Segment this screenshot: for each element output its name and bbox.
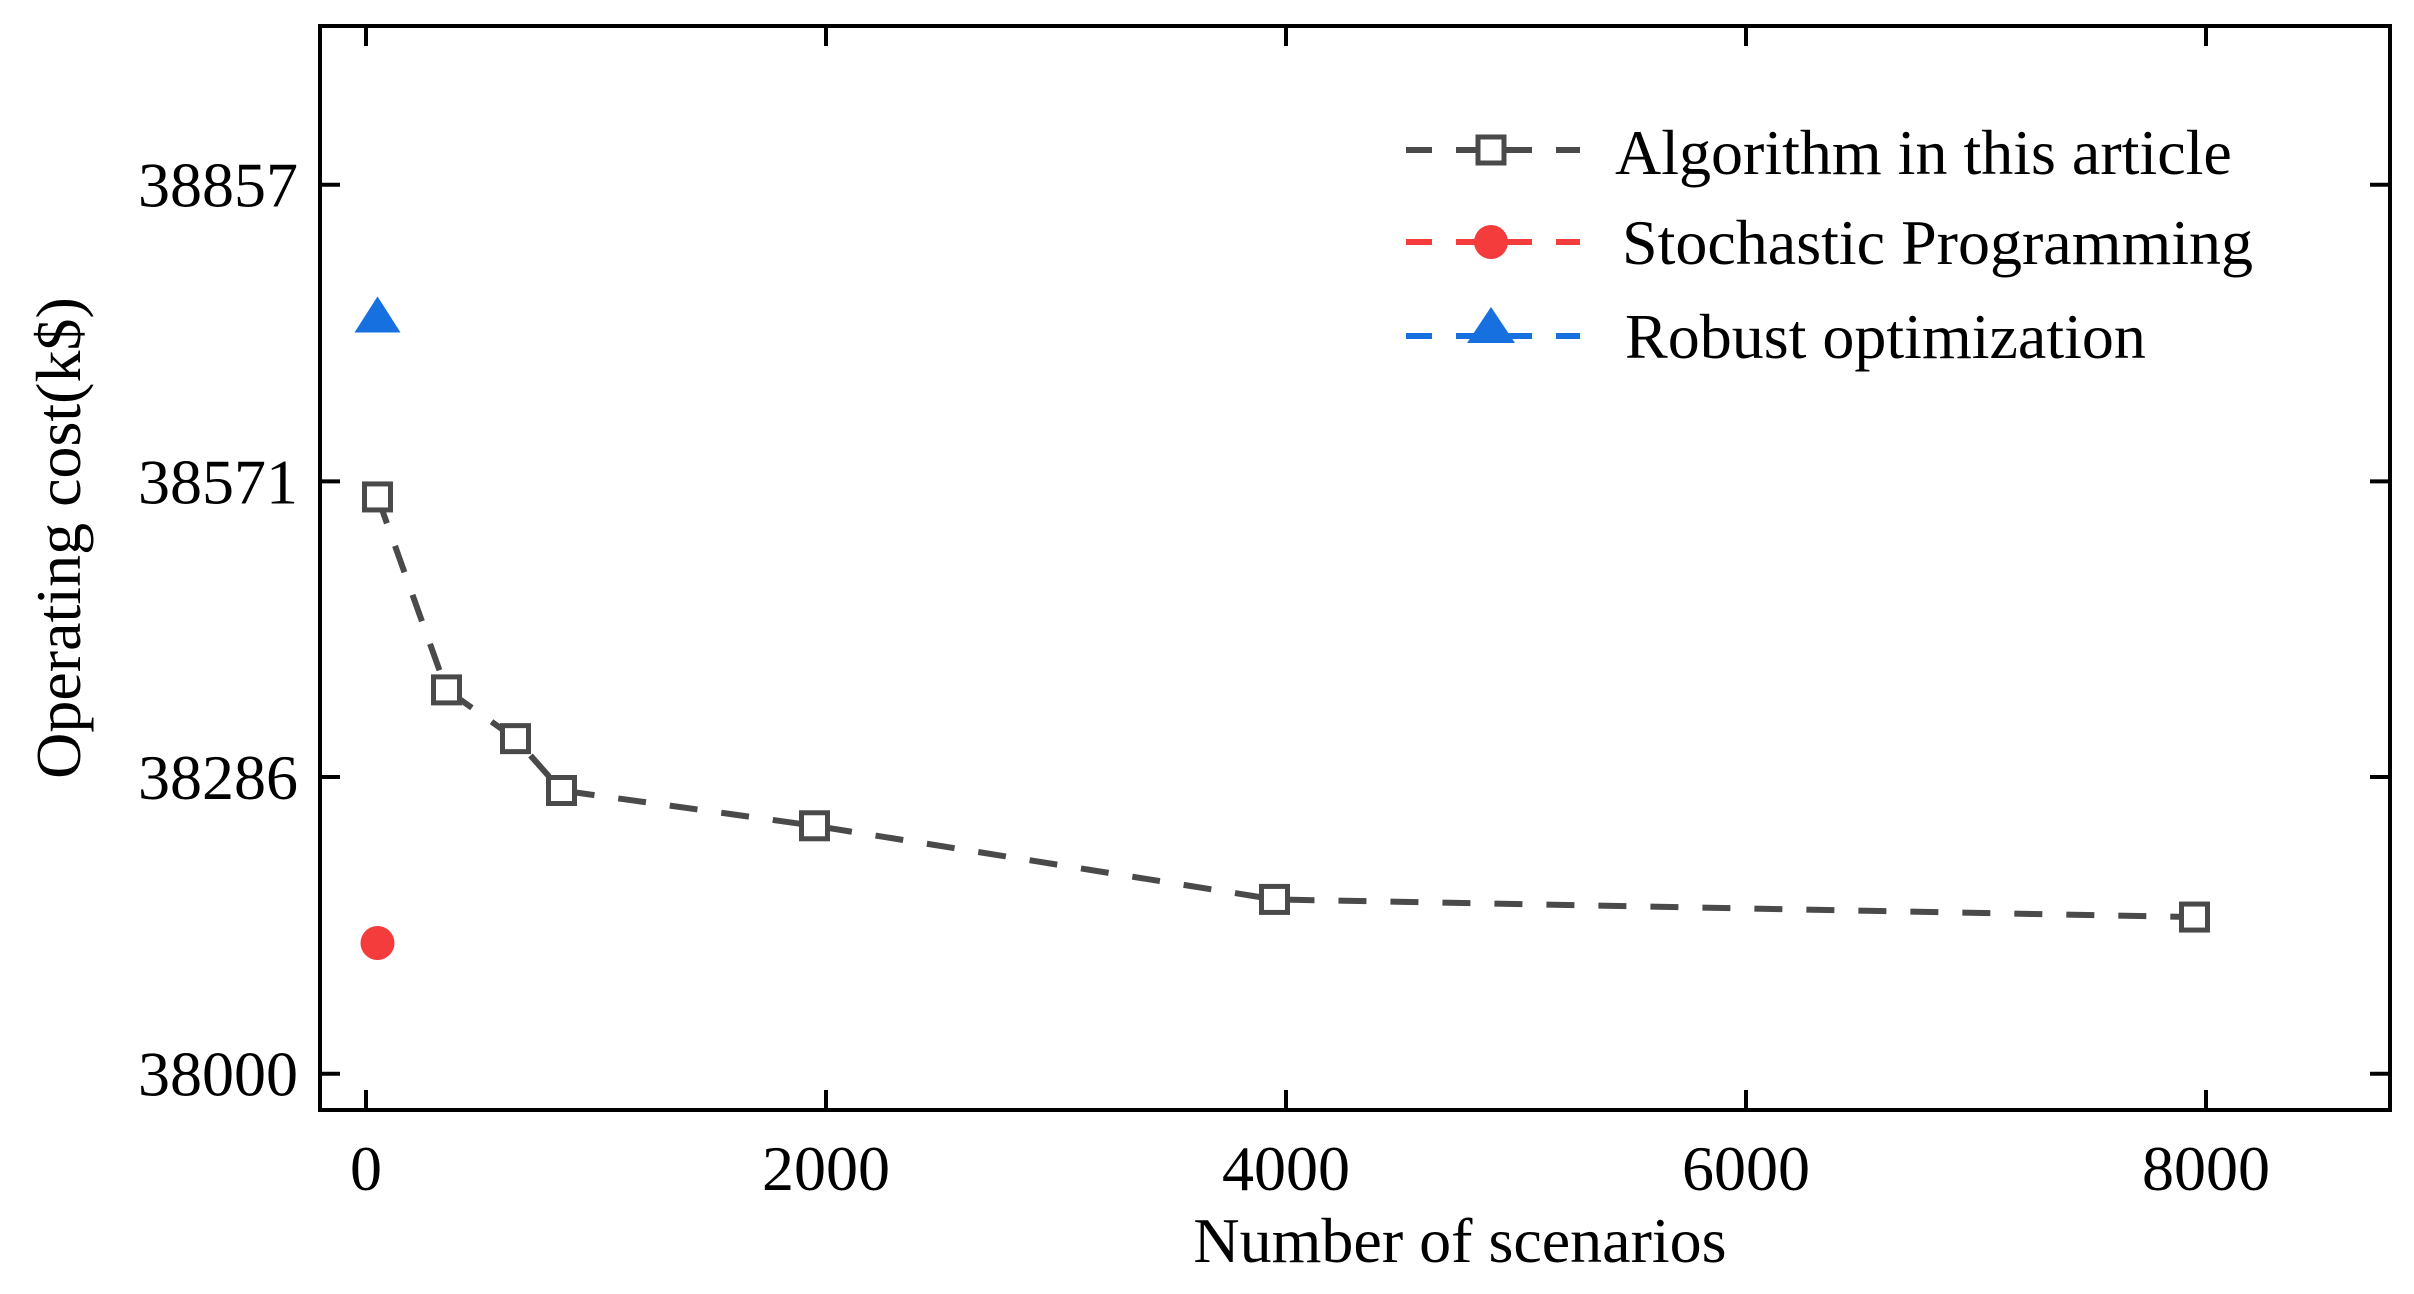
x-axis-title: Number of scenarios (1193, 1205, 1726, 1276)
data-point-triangle (354, 296, 401, 333)
y-tick-label: 38000 (138, 1039, 298, 1110)
data-point-square (362, 481, 393, 513)
data-point-square (431, 674, 462, 706)
data-point-square (799, 810, 830, 842)
y-tick-labels: 38000 38286 38571 38857 (138, 150, 298, 1110)
series-line-0 (374, 495, 2195, 921)
legend-label-stochastic: Stochastic Programming (1622, 207, 2253, 278)
y-tick-label: 38286 (138, 742, 298, 813)
y-axis-title: Operating cost(k$) (23, 297, 94, 779)
axis-ticks (320, 26, 2390, 1110)
plot-frame (318, 24, 2392, 1112)
data-point-circle (360, 925, 395, 960)
legend-entry-robust: Robust optimization (1406, 301, 2146, 372)
data-point-square (500, 723, 531, 755)
x-tick-label: 6000 (1682, 1133, 1810, 1204)
y-tick-label: 38571 (138, 446, 298, 517)
x-tick-label: 0 (350, 1133, 382, 1204)
legend-label-algorithm: Algorithm in this article (1615, 117, 2232, 188)
legend: Algorithm in this article Stochastic Pro… (1406, 117, 2253, 372)
legend-entry-stochastic: Stochastic Programming (1406, 207, 2253, 278)
legend-marker-square (1475, 134, 1507, 166)
x-tick-label: 4000 (1222, 1133, 1350, 1204)
data-point-square (1259, 883, 1290, 915)
legend-label-robust: Robust optimization (1625, 301, 2146, 372)
data-point-square (2179, 901, 2210, 933)
legend-entry-algorithm: Algorithm in this article (1406, 117, 2232, 188)
x-tick-labels: 0 2000 4000 6000 8000 (350, 1133, 2270, 1204)
legend-marker-circle (1474, 225, 1508, 259)
y-tick-label: 38857 (138, 150, 298, 221)
legend-marker-triangle (1467, 307, 1515, 343)
x-tick-label: 2000 (762, 1133, 890, 1204)
x-tick-label: 8000 (2142, 1133, 2270, 1204)
series-layer (354, 296, 2210, 960)
data-point-square (546, 775, 577, 807)
